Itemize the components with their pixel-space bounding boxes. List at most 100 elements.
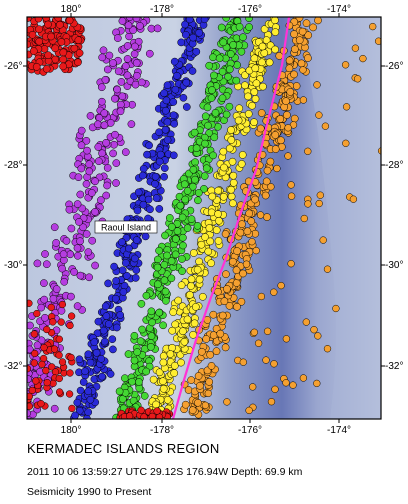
earthquake-marker	[186, 291, 194, 299]
earthquake-marker	[287, 192, 296, 200]
earthquake-marker	[110, 140, 118, 149]
raoul-island-marker[interactable]: Raoul Island	[94, 220, 158, 234]
earthquake-marker	[209, 53, 217, 62]
earthquake-marker	[60, 277, 69, 286]
earthquake-marker	[111, 130, 119, 139]
earthquake-marker	[132, 236, 141, 244]
earthquake-marker	[27, 376, 28, 380]
earthquake-marker	[167, 257, 176, 265]
bottom-axis-labels: 180° -178° -176° -174°	[61, 425, 351, 435]
earthquake-marker	[153, 280, 162, 289]
earthquake-marker	[286, 88, 295, 96]
earthquake-marker	[181, 400, 190, 409]
earthquake-marker	[100, 337, 109, 346]
earthquake-marker	[262, 356, 270, 364]
earthquake-marker	[130, 50, 139, 58]
earthquake-marker	[218, 311, 227, 320]
earthquake-marker	[201, 139, 209, 148]
earthquake-marker	[7, 398, 14, 405]
earthquake-marker	[187, 282, 195, 290]
earthquake-marker	[179, 241, 187, 250]
earthquake-marker	[192, 47, 201, 56]
earthquake-marker	[122, 271, 131, 280]
earthquake-marker	[181, 20, 189, 29]
earthquake-marker	[35, 37, 44, 46]
earthquake-marker	[354, 75, 362, 83]
earthquake-marker	[30, 330, 38, 338]
earthquake-marker	[94, 143, 103, 151]
earthquake-marker	[15, 405, 22, 412]
earthquake-marker	[212, 226, 221, 234]
earthquake-marker	[33, 309, 41, 318]
earthquake-marker	[232, 76, 241, 85]
earthquake-marker	[118, 238, 126, 246]
earthquake-marker	[145, 49, 154, 58]
earthquake-marker	[99, 326, 108, 335]
earthquake-marker	[180, 337, 189, 346]
earthquake-marker	[86, 358, 95, 367]
earthquake-marker	[138, 171, 147, 180]
earthquake-marker	[241, 71, 249, 80]
earthquake-marker	[209, 331, 218, 340]
earthquake-marker	[98, 372, 106, 381]
earthquake-marker	[75, 49, 84, 57]
earthquake-marker	[265, 58, 274, 67]
earthquake-marker	[209, 151, 217, 160]
earthquake-marker	[351, 44, 360, 52]
earthquake-marker	[112, 159, 121, 167]
earthquake-marker	[162, 296, 170, 305]
earthquake-marker	[244, 92, 252, 101]
earthquake-marker	[222, 110, 231, 119]
earthquake-marker	[208, 86, 216, 94]
left-tick-label: -26°	[4, 61, 22, 72]
earthquake-marker	[42, 17, 51, 22]
earthquake-marker	[179, 233, 187, 242]
earthquake-marker	[27, 321, 34, 330]
earthquake-marker	[202, 335, 211, 343]
seismicity-map[interactable]: Raoul Island 180° -178° -176° -174° 180°…	[0, 0, 408, 435]
earthquake-marker	[156, 150, 165, 159]
earthquake-marker	[74, 173, 83, 182]
earthquake-marker	[106, 370, 115, 378]
earthquake-marker	[160, 164, 169, 172]
earthquake-marker	[208, 192, 217, 201]
earthquake-marker	[147, 307, 156, 316]
earthquake-marker	[204, 121, 212, 130]
earthquake-marker	[227, 185, 235, 194]
earthquake-marker	[159, 377, 167, 386]
earthquake-marker	[28, 386, 36, 395]
earthquake-marker	[284, 152, 292, 160]
earthquake-marker	[250, 328, 258, 336]
earthquake-marker	[256, 124, 265, 133]
earthquake-marker	[155, 128, 163, 137]
earthquake-marker	[84, 408, 93, 417]
earthquake-marker	[127, 120, 136, 128]
earthquake-marker	[271, 17, 279, 25]
earthquake-marker	[251, 64, 260, 73]
earthquake-marker	[188, 67, 197, 75]
earthquake-marker	[207, 208, 216, 217]
earthquake-marker	[59, 250, 68, 259]
earthquake-marker	[152, 400, 160, 409]
earthquake-marker	[207, 94, 216, 102]
earthquake-marker	[204, 389, 212, 398]
earthquake-marker	[94, 157, 103, 166]
earthquake-marker	[222, 17, 231, 22]
earthquake-marker	[239, 33, 247, 42]
earthquake-marker	[284, 124, 292, 132]
earthquake-marker	[103, 164, 112, 172]
earthquake-marker	[152, 194, 161, 202]
earthquake-marker	[90, 338, 99, 347]
top-tick-label: 180°	[61, 4, 82, 15]
earthquake-marker	[82, 136, 91, 145]
earthquake-marker	[102, 312, 111, 320]
earthquake-marker	[66, 250, 75, 259]
earthquake-marker	[215, 216, 223, 225]
earthquake-marker	[397, 21, 404, 28]
earthquake-marker	[194, 196, 202, 205]
earthquake-marker	[79, 378, 88, 386]
earthquake-marker	[49, 318, 57, 326]
earthquake-marker	[194, 372, 203, 380]
earthquake-marker	[285, 64, 294, 73]
earthquake-marker	[245, 23, 253, 31]
